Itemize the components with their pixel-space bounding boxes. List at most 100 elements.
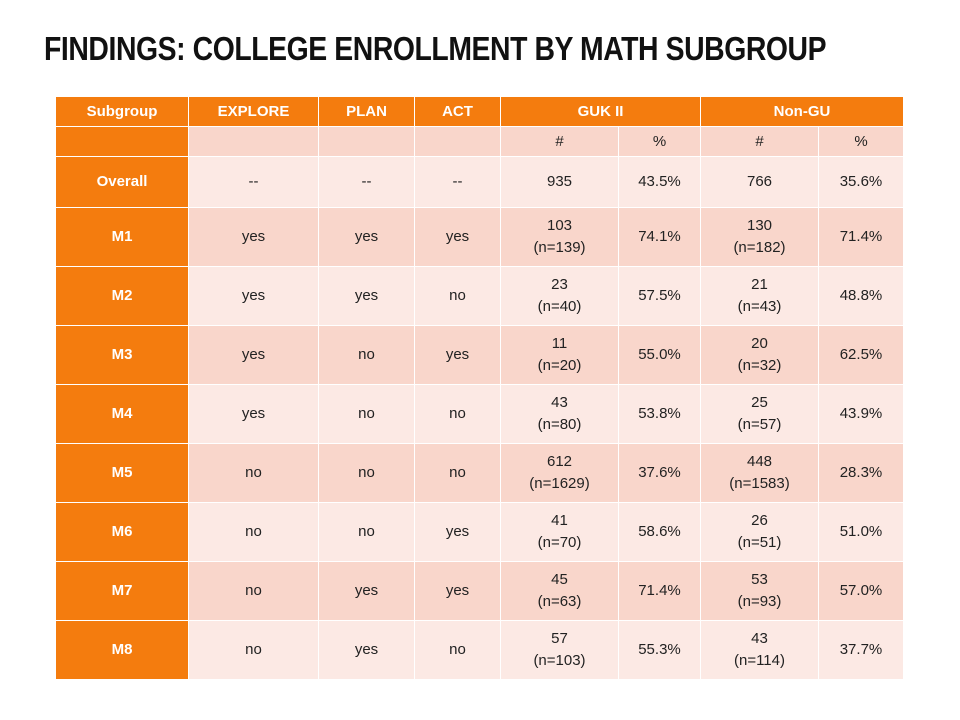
cell-act: -- xyxy=(414,156,501,208)
cell-act: yes xyxy=(414,502,501,562)
subheader-gu-percent: % xyxy=(618,126,701,157)
header-non-gu: Non-GU xyxy=(700,96,904,127)
cell-plan: no xyxy=(318,502,415,562)
row-label: M2 xyxy=(55,266,189,326)
gu-sample-size: (n=103) xyxy=(533,652,586,669)
cell-ngu-percent: 35.6% xyxy=(818,156,904,208)
ngu-sample-size: (n=182) xyxy=(733,239,786,256)
gu-sample-size: (n=40) xyxy=(537,298,582,315)
cell-explore: yes xyxy=(188,325,319,385)
cell-gu-percent: 57.5% xyxy=(618,266,701,326)
cell-act: yes xyxy=(414,561,501,621)
cell-act: no xyxy=(414,443,501,503)
ngu-count-value: 448 xyxy=(746,453,773,470)
cell-ngu-count: 448 (n=1583) xyxy=(700,443,819,503)
cell-act: no xyxy=(414,384,501,444)
header-act: ACT xyxy=(414,96,501,127)
row-label: M6 xyxy=(55,502,189,562)
subheader-empty xyxy=(414,126,501,157)
cell-explore: yes xyxy=(188,207,319,267)
gu-count-value: 11 xyxy=(551,335,568,352)
cell-ngu-percent: 62.5% xyxy=(818,325,904,385)
gu-count-value: 612 xyxy=(546,453,573,470)
cell-ngu-percent: 48.8% xyxy=(818,266,904,326)
cell-gu-count: 103 (n=139) xyxy=(500,207,619,267)
gu-sample-size: (n=63) xyxy=(537,593,582,610)
cell-ngu-percent: 28.3% xyxy=(818,443,904,503)
subheader-empty-label xyxy=(55,126,189,157)
cell-explore: no xyxy=(188,443,319,503)
ngu-sample-size: (n=57) xyxy=(737,416,782,433)
cell-gu-percent: 37.6% xyxy=(618,443,701,503)
table-row: M8 no yes no 57 (n=103) 55.3% 43 (n=114) 3… xyxy=(55,620,904,680)
ngu-count-value: 26 xyxy=(751,512,768,529)
cell-act: no xyxy=(414,266,501,326)
row-label: M3 xyxy=(55,325,189,385)
table-row: M1 yes yes yes 103 (n=139) 74.1% 130 (n=18… xyxy=(55,207,904,267)
ngu-count-value: 21 xyxy=(751,276,768,293)
ngu-count-value: 53 xyxy=(751,571,768,588)
cell-gu-percent: 55.0% xyxy=(618,325,701,385)
ngu-count-value: 766 xyxy=(746,173,773,190)
ngu-count-value: 25 xyxy=(751,394,768,411)
cell-ngu-count: 43 (n=114) xyxy=(700,620,819,680)
cell-gu-percent: 71.4% xyxy=(618,561,701,621)
cell-gu-count: 43 (n=80) xyxy=(500,384,619,444)
cell-ngu-count: 25 (n=57) xyxy=(700,384,819,444)
table-row: M7 no yes yes 45 (n=63) 71.4% 53 (n=93) 57… xyxy=(55,561,904,621)
ngu-sample-size: (n=114) xyxy=(733,652,785,669)
gu-sample-size: (n=80) xyxy=(537,416,582,433)
cell-gu-count: 935 xyxy=(500,156,619,208)
gu-count-value: 43 xyxy=(551,394,568,411)
cell-gu-percent: 55.3% xyxy=(618,620,701,680)
table-row: M2 yes yes no 23 (n=40) 57.5% 21 (n=43) 48… xyxy=(55,266,904,326)
cell-explore: no xyxy=(188,502,319,562)
cell-explore: -- xyxy=(188,156,319,208)
cell-gu-percent: 53.8% xyxy=(618,384,701,444)
cell-plan: no xyxy=(318,384,415,444)
cell-plan: yes xyxy=(318,266,415,326)
cell-ngu-percent: 43.9% xyxy=(818,384,904,444)
row-label: M8 xyxy=(55,620,189,680)
gu-sample-size: (n=20) xyxy=(537,357,582,374)
cell-gu-count: 11 (n=20) xyxy=(500,325,619,385)
gu-sample-size: (n=1629) xyxy=(529,475,590,492)
cell-act: yes xyxy=(414,325,501,385)
cell-gu-count: 41 (n=70) xyxy=(500,502,619,562)
table-row: M4 yes no no 43 (n=80) 53.8% 25 (n=57) 43.… xyxy=(55,384,904,444)
cell-plan: -- xyxy=(318,156,415,208)
row-label: M1 xyxy=(55,207,189,267)
cell-act: no xyxy=(414,620,501,680)
table-row: M3 yes no yes 11 (n=20) 55.0% 20 (n=32) 62… xyxy=(55,325,904,385)
cell-ngu-percent: 51.0% xyxy=(818,502,904,562)
subheader-row: # % # % xyxy=(55,126,904,157)
row-label: Overall xyxy=(55,156,189,208)
ngu-count-value: 43 xyxy=(751,630,768,647)
subheader-empty xyxy=(188,126,319,157)
ngu-count-value: 20 xyxy=(751,335,768,352)
cell-gu-count: 45 (n=63) xyxy=(500,561,619,621)
subheader-empty xyxy=(318,126,415,157)
header-explore: EXPLORE xyxy=(188,96,319,127)
cell-ngu-percent: 57.0% xyxy=(818,561,904,621)
table-row: M6 no no yes 41 (n=70) 58.6% 26 (n=51) 51.… xyxy=(55,502,904,562)
page-title: FINDINGS: COLLEGE ENROLLMENT BY MATH SUB… xyxy=(44,30,827,67)
cell-plan: no xyxy=(318,443,415,503)
ngu-sample-size: (n=93) xyxy=(737,593,782,610)
cell-act: yes xyxy=(414,207,501,267)
cell-explore: yes xyxy=(188,266,319,326)
ngu-sample-size: (n=1583) xyxy=(729,475,790,492)
cell-ngu-percent: 71.4% xyxy=(818,207,904,267)
header-row: Subgroup EXPLORE PLAN ACT GUK II Non-GU xyxy=(55,96,904,127)
cell-ngu-count: 766 xyxy=(700,156,819,208)
cell-ngu-count: 53 (n=93) xyxy=(700,561,819,621)
ngu-sample-size: (n=32) xyxy=(737,357,782,374)
subheader-ngu-percent: % xyxy=(818,126,904,157)
row-label: M7 xyxy=(55,561,189,621)
gu-count-value: 45 xyxy=(551,571,568,588)
cell-gu-percent: 74.1% xyxy=(618,207,701,267)
cell-explore: yes xyxy=(188,384,319,444)
header-guk-ii: GUK II xyxy=(500,96,701,127)
header-plan: PLAN xyxy=(318,96,415,127)
cell-ngu-count: 21 (n=43) xyxy=(700,266,819,326)
